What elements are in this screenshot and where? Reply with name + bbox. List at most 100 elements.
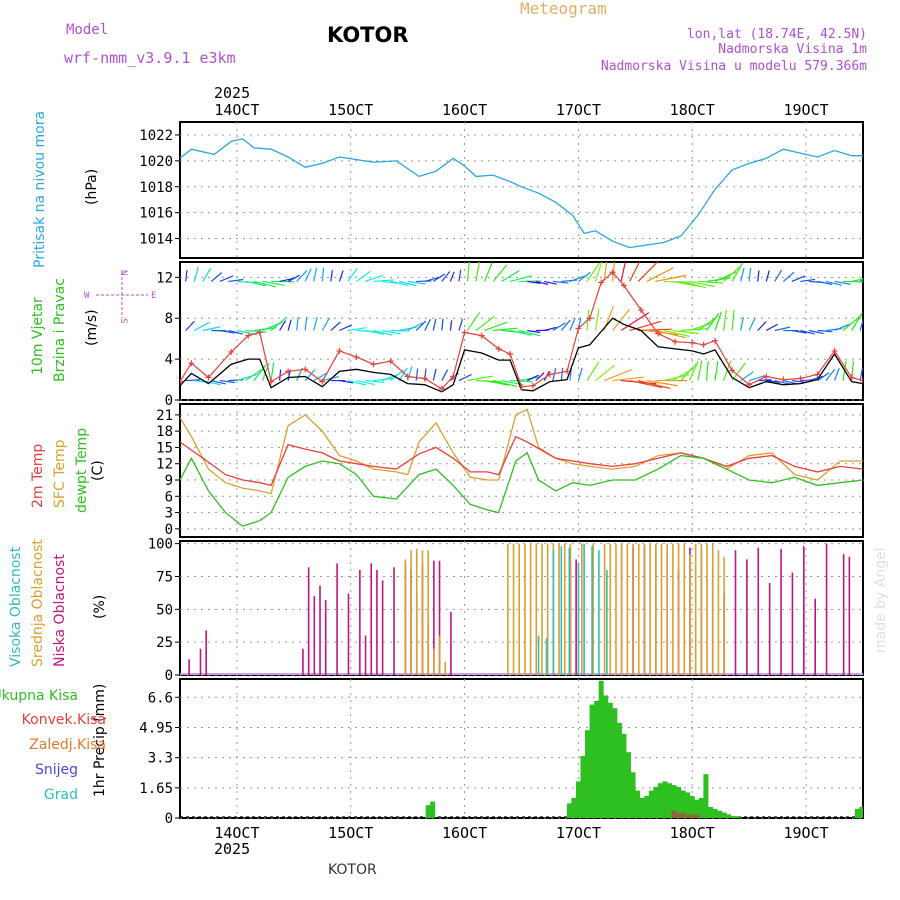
wind-gust-point xyxy=(638,307,645,314)
wind-arrow-0 xyxy=(458,269,462,282)
wind-arrow-2 xyxy=(228,379,244,382)
wind-arrow-1 xyxy=(304,316,308,331)
wind-arrow-1 xyxy=(569,317,576,331)
wind-arrow-1 xyxy=(748,317,756,331)
wind-arrow-1 xyxy=(629,320,662,332)
wind-arrow-0 xyxy=(611,262,616,282)
wind-arrow-2 xyxy=(381,373,400,382)
precip-bar-total xyxy=(644,796,650,818)
wind-arrow-1 xyxy=(484,321,508,332)
wind-arrow-2 xyxy=(245,369,262,382)
wind-arrow-2 xyxy=(484,379,509,386)
ytick-label-wind-0: 0 xyxy=(165,393,173,409)
wind-arrow-0 xyxy=(723,265,742,282)
wind-arrow-2 xyxy=(347,379,367,386)
panel-frame-precip xyxy=(179,678,864,819)
panel-frame-wind xyxy=(179,261,864,401)
wind-gust-point xyxy=(598,279,605,286)
wind-arrow-0 xyxy=(535,280,549,285)
wind-arrow-1 xyxy=(655,329,686,339)
ytick-label-pressure-2: 1018 xyxy=(139,180,173,196)
model-altitude-label: Nadmorska Visina u modelu 579.366m xyxy=(601,59,867,74)
wind-arrow-2 xyxy=(304,369,316,381)
wind-arrow-2 xyxy=(441,369,449,381)
wind-arrow-0 xyxy=(262,280,285,286)
wind-arrow-0 xyxy=(313,267,318,282)
wind-arrow-2 xyxy=(185,379,201,382)
wind-arrow-0 xyxy=(594,262,603,282)
wind-arrow-2 xyxy=(808,375,824,382)
wind-arrow-1 xyxy=(552,322,566,332)
panel-frame-temp xyxy=(179,403,864,538)
data-cloud xyxy=(180,543,863,675)
wind-arrow-1 xyxy=(594,308,600,331)
wind-gust-point xyxy=(245,332,252,339)
precip-bar-total xyxy=(689,796,695,818)
wind-arrow-1 xyxy=(714,311,723,331)
wind-arrow-2 xyxy=(859,367,863,381)
wind-arrow-1 xyxy=(185,320,195,331)
ytick-label-precip-2: 3.3 xyxy=(148,751,173,767)
precip-bar-total xyxy=(726,814,732,818)
legend-konvek: Konvek.Kisa xyxy=(22,712,106,728)
precip-bar-total xyxy=(712,808,718,818)
data-precip xyxy=(180,680,863,818)
wind-arrow-1 xyxy=(765,323,778,332)
wind-arrow-1 xyxy=(245,329,267,333)
wind-arrow-1 xyxy=(705,313,720,331)
ytick-label-precip-4: 6.6 xyxy=(148,690,173,706)
wind-gust-point xyxy=(729,367,736,374)
wind-arrow-2 xyxy=(731,362,746,381)
wind-gust-point xyxy=(507,351,514,357)
precip-bar-total xyxy=(653,786,659,818)
wind-arrow-0 xyxy=(509,275,532,283)
precip-bar-total xyxy=(662,781,668,818)
precip-unit: 1hr Precip (mm) xyxy=(92,684,108,797)
wind-gust-point xyxy=(700,341,707,348)
wind-arrow-0 xyxy=(501,270,520,282)
wind-gust-point xyxy=(336,347,343,354)
wind-gust-point xyxy=(180,378,183,385)
temp-title-2m: 2m Temp xyxy=(30,444,46,508)
wind-arrow-1 xyxy=(492,327,518,332)
wind-arrow-2 xyxy=(766,379,780,383)
ytick-label-cloud-2: 50 xyxy=(156,602,173,618)
wind-arrow-2 xyxy=(526,374,539,382)
ytick-label-wind-1: 4 xyxy=(165,352,173,368)
wind-arrow-1 xyxy=(381,329,401,335)
wind-arrow-0 xyxy=(483,262,493,282)
wind-arrow-0 xyxy=(390,280,409,287)
wind-gust-point xyxy=(814,371,821,378)
wind-gust-point xyxy=(268,378,275,385)
wind-arrow-0 xyxy=(432,273,446,282)
wind-arrow-2 xyxy=(757,379,772,382)
precip-bar-total xyxy=(859,807,863,818)
wind-arrow-0 xyxy=(202,267,212,282)
wind-arrow-0 xyxy=(765,270,770,282)
wind-arrow-1 xyxy=(466,312,481,331)
wind-arrow-0 xyxy=(637,262,659,282)
wind-arrow-0 xyxy=(424,276,440,282)
wind-arrow-0 xyxy=(279,277,294,283)
temp-unit: (C) xyxy=(90,460,106,481)
wind-arrow-2 xyxy=(356,379,375,386)
wind-gust-point xyxy=(256,329,263,336)
wind-arrow-0 xyxy=(782,271,795,282)
precip-bar-total xyxy=(730,816,736,818)
wind-speed-line xyxy=(180,317,863,393)
wind-arrow-2 xyxy=(253,364,267,381)
ytick-label-wind-3: 12 xyxy=(156,270,173,286)
precip-bar-total xyxy=(607,702,613,818)
compass-s: S xyxy=(118,318,128,323)
wind-gust-point xyxy=(205,374,212,381)
wind-gust-point xyxy=(188,360,195,367)
ytick-label-precip-0: 0 xyxy=(165,811,173,827)
ytick-label-precip-3: 4.95 xyxy=(139,720,173,736)
wind-arrow-1 xyxy=(313,316,318,331)
ytick-label-pressure-4: 1022 xyxy=(139,128,173,144)
ytick-label-temp-3: 9 xyxy=(165,473,173,489)
wind-arrow-2 xyxy=(364,379,385,383)
wind-arrow-1 xyxy=(740,316,744,331)
wind-arrow-2 xyxy=(714,361,719,381)
wind-gust-point xyxy=(609,269,616,276)
